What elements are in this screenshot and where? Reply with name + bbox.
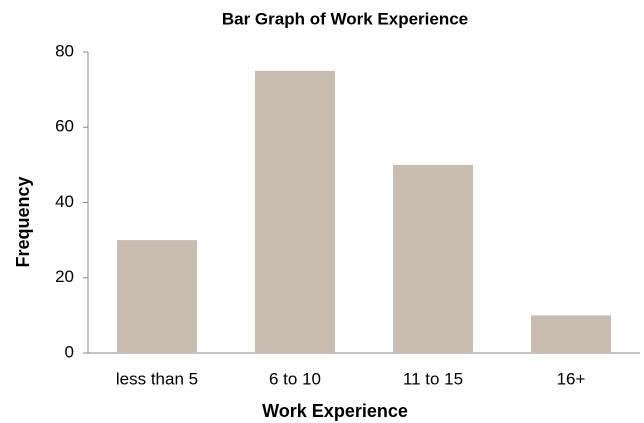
bar [254, 70, 336, 353]
y-tick-label: 40 [55, 192, 74, 211]
bar [116, 240, 198, 353]
y-axis-label: Frequency [13, 176, 33, 267]
bar [530, 315, 612, 353]
x-tick-label: 16+ [557, 369, 586, 388]
x-tick-label: 6 to 10 [269, 369, 321, 388]
x-axis-label: Work Experience [262, 401, 408, 421]
bar [392, 164, 474, 353]
y-tick-label: 20 [55, 267, 74, 286]
chart-title: Bar Graph of Work Experience [222, 9, 468, 28]
x-tick-label: less than 5 [116, 369, 198, 388]
y-tick-label: 80 [55, 41, 74, 60]
y-tick-label: 0 [65, 342, 74, 361]
y-tick-label: 60 [55, 117, 74, 136]
x-tick-label: 11 to 15 [403, 369, 463, 388]
